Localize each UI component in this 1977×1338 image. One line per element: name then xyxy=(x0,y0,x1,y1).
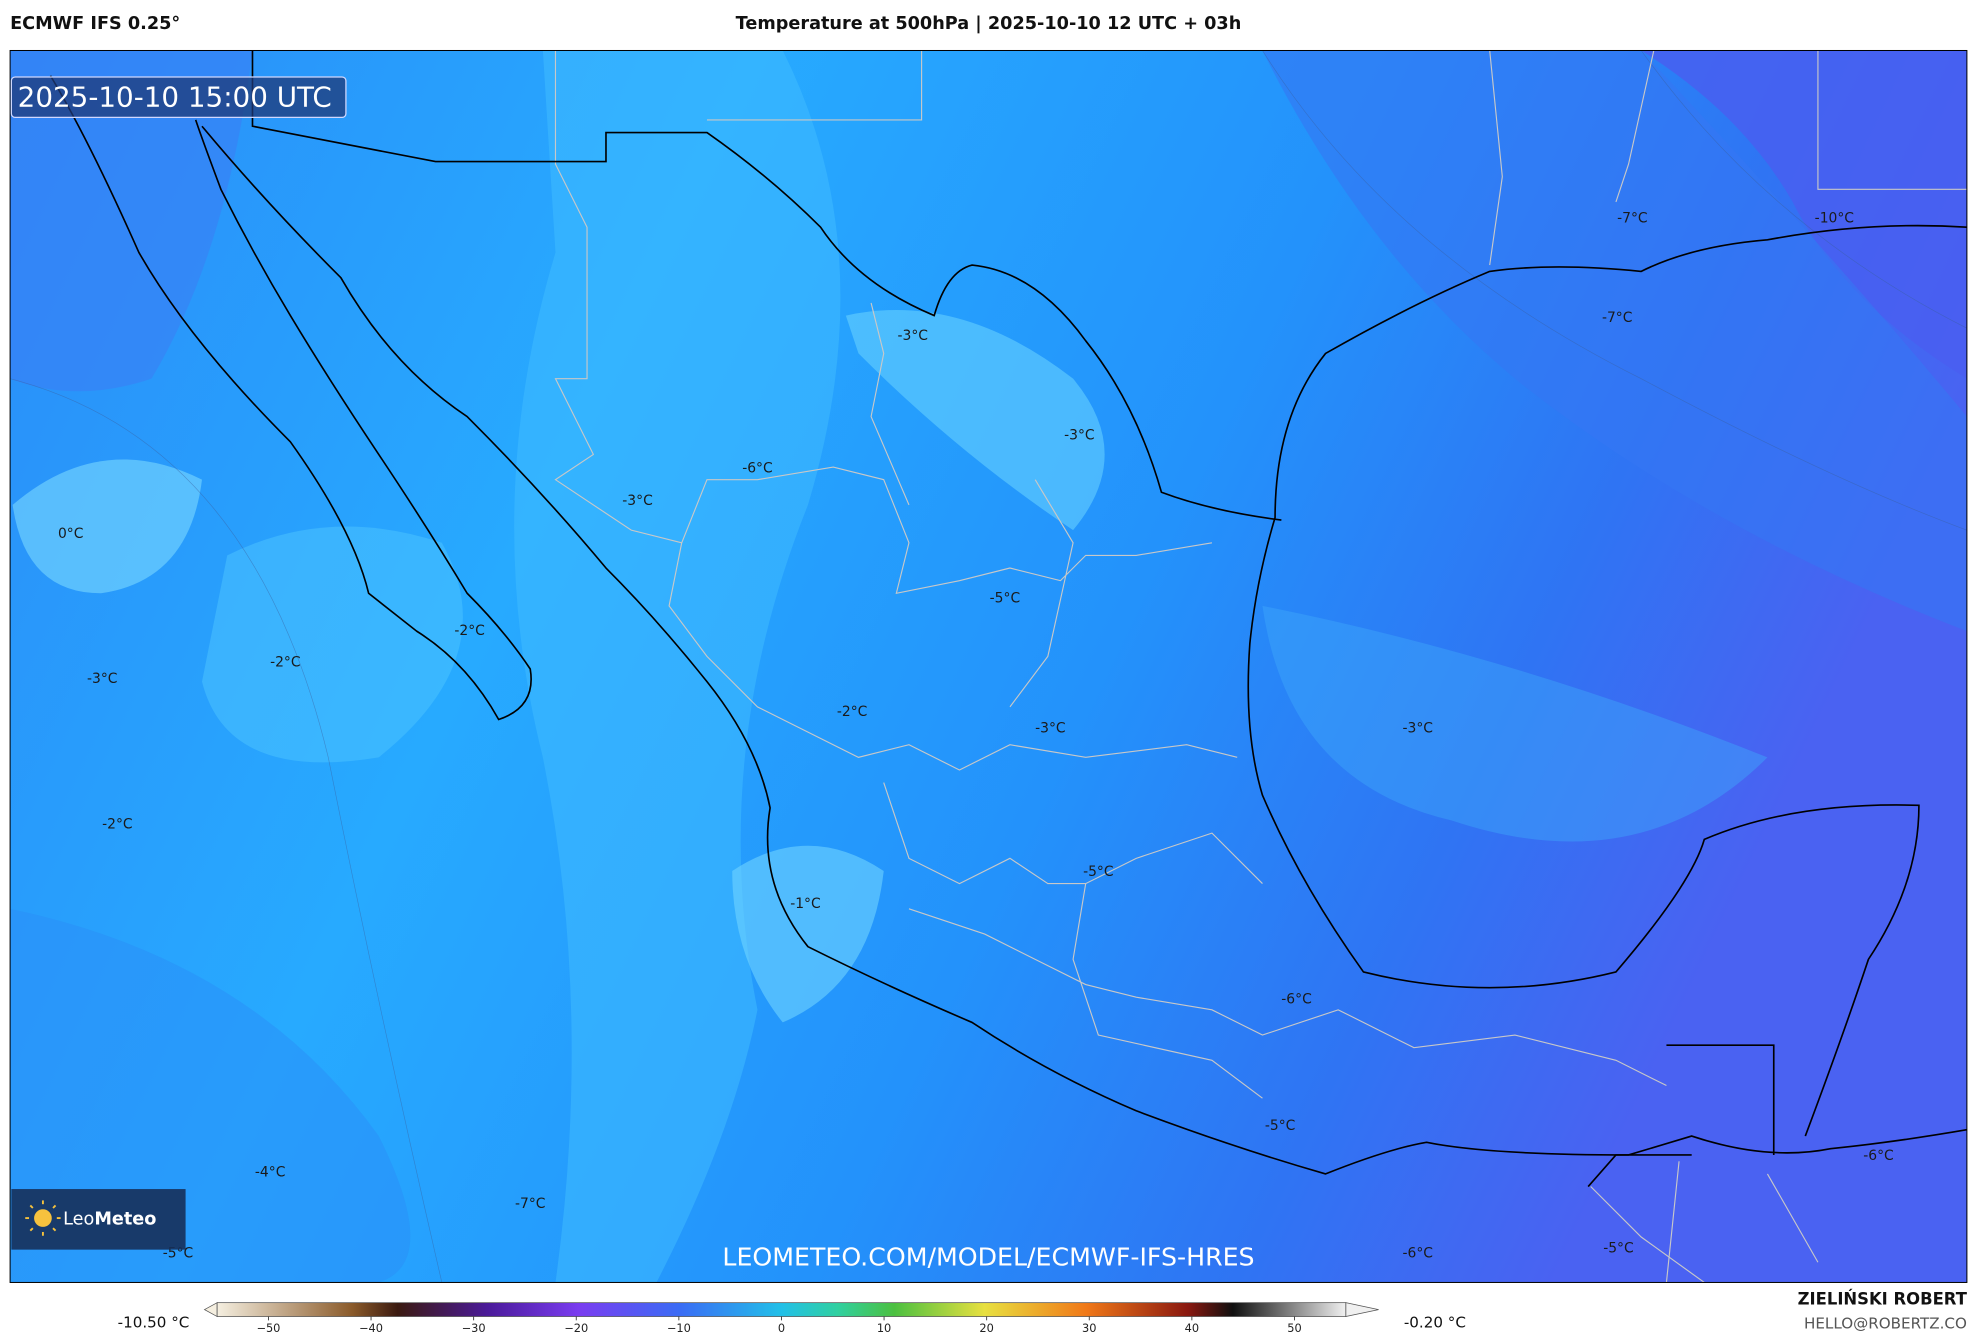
contour-label: -5°C xyxy=(1603,1240,1633,1256)
contour xyxy=(1640,50,1967,329)
contour-label: -1°C xyxy=(790,896,820,912)
warm-region xyxy=(732,845,884,1023)
state-border xyxy=(554,50,1967,1283)
model-name: ECMWF IFS 0.25° xyxy=(10,14,180,34)
logo-text: LeoMeteo xyxy=(63,1209,156,1229)
contour-label: -2°C xyxy=(102,816,132,832)
colorbar-tick-label: −20 xyxy=(564,1321,588,1335)
contour-label: -5°C xyxy=(1083,864,1113,880)
contour-label: -3°C xyxy=(1402,720,1432,736)
warm-region xyxy=(1262,605,1768,842)
time-box xyxy=(10,76,347,119)
contour xyxy=(10,378,443,1283)
colorbar-extend xyxy=(1345,1302,1379,1318)
colorbar-tick-label: −10 xyxy=(667,1321,691,1335)
contour-label: -7°C xyxy=(515,1196,545,1212)
map-frame xyxy=(9,49,1968,1283)
author: ZIELIŃSKI ROBERT xyxy=(1798,1290,1968,1309)
contour-label: -3°C xyxy=(622,493,652,509)
valid-time: 2025-10-10 15:00 UTC xyxy=(18,80,332,113)
colorbar-bar xyxy=(216,1302,1347,1317)
colorbar-tick-label: −30 xyxy=(462,1321,486,1335)
colorbar-extend xyxy=(203,1302,218,1318)
warm-region xyxy=(12,459,202,594)
contour-label: -6°C xyxy=(1863,1148,1893,1164)
colorbar-tick-label: 30 xyxy=(1082,1321,1096,1335)
warm-region xyxy=(845,309,1105,531)
colorbar: −50 −40 −30 −20 −10 0 10 20 30 40 50 xyxy=(203,1302,1379,1335)
email: HELLO@ROBERTZ.CO xyxy=(1804,1315,1967,1333)
logo-sun xyxy=(34,1209,52,1227)
contour-label: -2°C xyxy=(454,623,484,639)
chart-title: Temperature at 500hPa | 2025-10-10 12 UT… xyxy=(736,14,1242,34)
min-value: -10.50 °C xyxy=(118,1313,190,1331)
contour-label: -6°C xyxy=(1281,992,1311,1008)
cold-region xyxy=(1641,50,1967,379)
coastline xyxy=(1247,224,1967,1137)
cold-region xyxy=(10,50,253,392)
contour-label: -4°C xyxy=(255,1165,285,1181)
contour-label: -3°C xyxy=(1064,427,1094,443)
contour xyxy=(1262,50,1967,531)
coastline xyxy=(201,125,1967,1175)
contour-labels: -3°C -3°C -6°C -3°C 0°C -5°C -2°C -2°C -3°C -2°C -… xyxy=(58,210,1894,1261)
contour-label: -6°C xyxy=(742,460,772,476)
warm-region xyxy=(514,50,841,1283)
contour-label: -7°C xyxy=(1602,310,1632,326)
contour-label: -6°C xyxy=(1402,1245,1432,1261)
colorbar-tick-label: 20 xyxy=(979,1321,993,1335)
contour-label: -7°C xyxy=(1617,210,1647,226)
colorbar-tick-label: 50 xyxy=(1287,1321,1301,1335)
colorbar-tick-label: 40 xyxy=(1185,1321,1199,1335)
country-border xyxy=(1587,1044,1775,1188)
logo-rays xyxy=(25,1200,61,1236)
contour-label: -2°C xyxy=(837,704,867,720)
colorbar-tick-label: 10 xyxy=(877,1321,891,1335)
coastline xyxy=(49,75,532,721)
contour-label: -2°C xyxy=(270,655,300,671)
max-value: -0.20 °C xyxy=(1404,1313,1466,1331)
warm-region xyxy=(201,526,463,763)
contour-label: -3°C xyxy=(1035,720,1065,736)
colorbar-tick-label: −50 xyxy=(256,1321,280,1335)
logo-name: Meteo xyxy=(94,1209,156,1229)
contour-label: -5°C xyxy=(990,590,1020,606)
watermark: LEOMETEO.COM/MODEL/ECMWF-IFS-HRES xyxy=(722,1242,1254,1271)
colorbar-tick-label: −40 xyxy=(359,1321,383,1335)
logo-prefix: Leo xyxy=(63,1209,94,1229)
cold-region xyxy=(10,908,411,1283)
country-border xyxy=(251,50,1282,521)
colorbar-tick-label: 0 xyxy=(778,1321,785,1335)
contour-label: -10°C xyxy=(1815,210,1854,226)
contour-label: 0°C xyxy=(58,526,83,542)
contour-label: -3°C xyxy=(87,671,117,687)
map xyxy=(10,50,1967,1283)
cold-region xyxy=(1262,50,1967,632)
contour-label: -3°C xyxy=(898,328,928,344)
contour-label: -5°C xyxy=(1265,1118,1295,1134)
